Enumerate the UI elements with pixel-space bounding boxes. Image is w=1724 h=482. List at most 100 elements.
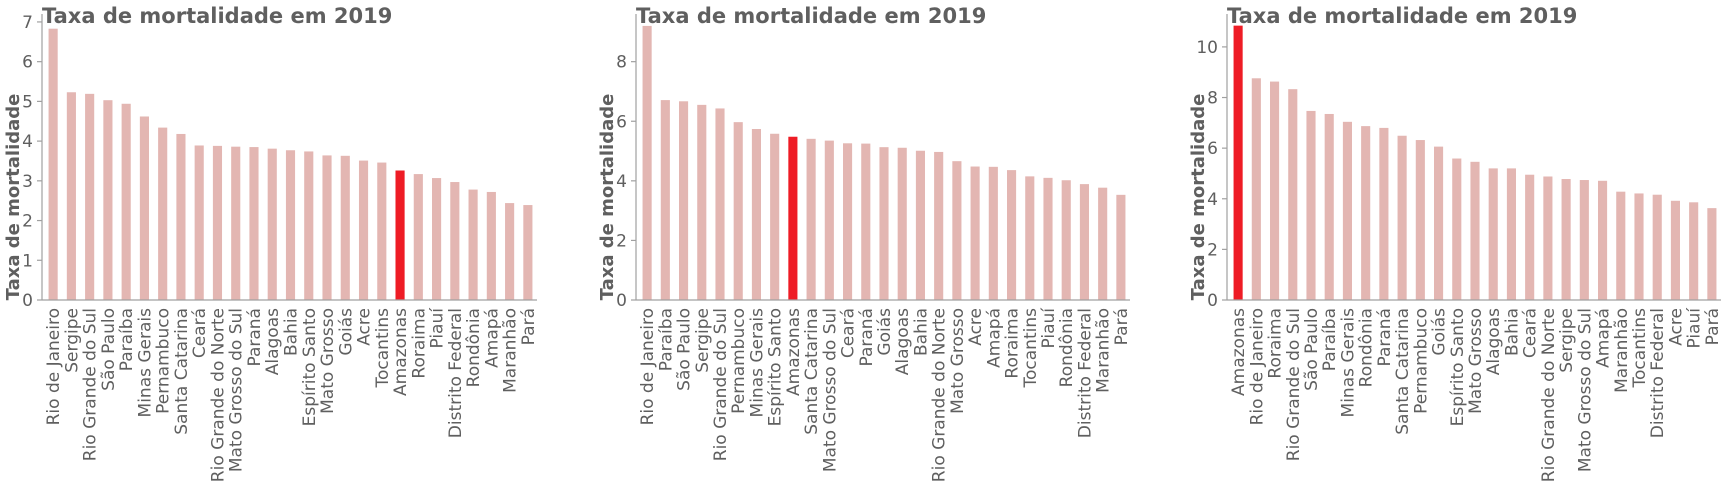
bar-roraima: [1007, 170, 1017, 300]
x-tick-label: Paraná: [245, 308, 265, 367]
bar-rio-grande-do-sul: [715, 108, 725, 301]
bar-pará: [1707, 208, 1717, 300]
x-tick-label: Rondônia: [1357, 308, 1377, 387]
x-tick-label: Pará: [1703, 308, 1723, 345]
x-tick-label: Paraná: [1375, 308, 1395, 367]
y-axis-label: Taxa de mortalidade: [3, 94, 24, 301]
y-tick-label: 2: [22, 212, 33, 232]
x-tick-label: Rio Grande do Sul: [1284, 308, 1304, 461]
bar-rio-grande-do-norte: [1543, 176, 1553, 300]
x-tick-label: Pernambuco: [154, 308, 174, 414]
x-tick-label: Amapá: [1594, 308, 1614, 368]
x-tick-label: Mato Grosso: [318, 308, 338, 414]
bar-amapá: [988, 166, 998, 300]
bar-tocantins: [1025, 176, 1035, 300]
x-tick-label: Distrito Federal: [1075, 308, 1095, 438]
bar-amapá: [1598, 180, 1608, 300]
x-tick-label: Roraima: [409, 308, 429, 379]
x-tick-label: Distrito Federal: [446, 308, 466, 438]
y-tick-label: 6: [616, 112, 627, 132]
x-tick-label: Alagoas: [263, 308, 283, 375]
bar-tocantins: [377, 162, 387, 300]
x-tick-label: Roraima: [1266, 308, 1286, 379]
bar-goiás: [340, 155, 350, 300]
bar-pará: [1116, 194, 1126, 300]
bar-mato-grosso-do-sul: [231, 146, 241, 300]
x-tick-label: Alagoas: [893, 308, 913, 375]
x-tick-label: Amapá: [984, 308, 1004, 368]
x-tick-label: Acre: [355, 308, 375, 346]
x-tick-label: Sergipe: [693, 308, 713, 373]
bar-santa-catarina: [1397, 135, 1407, 300]
x-tick-label: Maranhão: [1094, 308, 1114, 393]
bar-piauí: [1043, 177, 1053, 300]
x-tick-label: Pernambuco: [1411, 308, 1431, 414]
x-tick-label: Bahia: [911, 308, 931, 356]
x-tick-label: Paraná: [857, 308, 877, 367]
bar-goiás: [1434, 146, 1444, 300]
chart-panel-1: Taxa de mortalidade em 2019 Taxa de morta…: [3, 4, 539, 482]
y-tick-label: 1: [22, 251, 33, 271]
y-tick-label: 0: [1207, 291, 1218, 311]
x-tick-label: Rondônia: [464, 308, 484, 387]
bar-amazonas: [1233, 25, 1243, 300]
bar-acre: [970, 166, 980, 300]
x-tick-label: Espírito Santo: [300, 308, 320, 426]
y-tick-label: 7: [22, 13, 33, 33]
bar-rondônia: [1361, 126, 1371, 300]
x-tick-label: Pará: [519, 308, 539, 345]
y-tick-label: 2: [616, 231, 627, 251]
x-tick-label: Minas Gerais: [135, 308, 155, 418]
bar-sergipe: [697, 104, 707, 300]
chart-title: Taxa de mortalidade em 2019: [636, 4, 986, 28]
bar-paraná: [249, 147, 259, 300]
bar-goiás: [879, 147, 889, 300]
y-tick-label: 2: [1207, 240, 1218, 260]
bar-rio-grande-do-sul: [85, 93, 95, 300]
bar-minas-gerais: [1342, 121, 1352, 301]
bar-pernambuco: [733, 122, 743, 300]
x-tick-label: Mato Grosso: [1466, 308, 1486, 414]
bar-rio-de-janeiro: [642, 25, 652, 301]
x-tick-label: Pará: [1112, 308, 1132, 345]
bar-paraná: [861, 143, 871, 300]
x-tick-label: Rondônia: [1057, 308, 1077, 387]
bar-são-paulo: [679, 101, 689, 300]
bar-amazonas: [395, 170, 405, 300]
bar-minas-gerais: [751, 128, 761, 300]
bar-pernambuco: [158, 127, 168, 300]
bar-santa-catarina: [806, 138, 816, 300]
x-tick-label: Mato Grosso do Sul: [1575, 308, 1595, 472]
bar-roraima: [413, 174, 423, 300]
y-tick-label: 0: [616, 291, 627, 311]
bar-sergipe: [66, 92, 76, 300]
x-tick-label: Goiás: [875, 308, 895, 356]
x-tick-label: Rio de Janeiro: [44, 308, 64, 425]
bar-alagoas: [267, 148, 277, 300]
x-tick-label: Acre: [1666, 308, 1686, 346]
x-tick-label: Distrito Federal: [1648, 308, 1668, 438]
bar-roraima: [1270, 81, 1280, 300]
bar-rondônia: [1061, 180, 1071, 300]
x-tick-label: Espírito Santo: [766, 308, 786, 426]
y-tick-label: 3: [22, 172, 33, 192]
bar-paraná: [1379, 127, 1389, 301]
bar-distrito-federal: [1079, 184, 1089, 300]
x-tick-label: Ceará: [1521, 308, 1541, 358]
bar-pará: [523, 205, 533, 300]
y-tick-label: 4: [1207, 190, 1218, 210]
x-tick-label: Piauí: [428, 307, 448, 349]
bar-ceará: [843, 143, 853, 300]
bar-bahia: [915, 150, 925, 300]
x-tick-label: Minas Gerais: [747, 308, 767, 418]
x-tick-label: Rio Grande do Sul: [81, 308, 101, 461]
bar-mato-grosso: [952, 161, 962, 300]
y-tick-label: 6: [22, 53, 33, 73]
x-tick-label: Paraíba: [656, 308, 676, 371]
bar-rio-de-janeiro: [1251, 78, 1261, 300]
bar-tocantins: [1634, 193, 1644, 300]
y-tick-label: 8: [1207, 89, 1218, 109]
bar-piauí: [432, 178, 442, 300]
x-tick-label: Amapá: [482, 308, 502, 368]
y-tick-label: 0: [22, 291, 33, 311]
